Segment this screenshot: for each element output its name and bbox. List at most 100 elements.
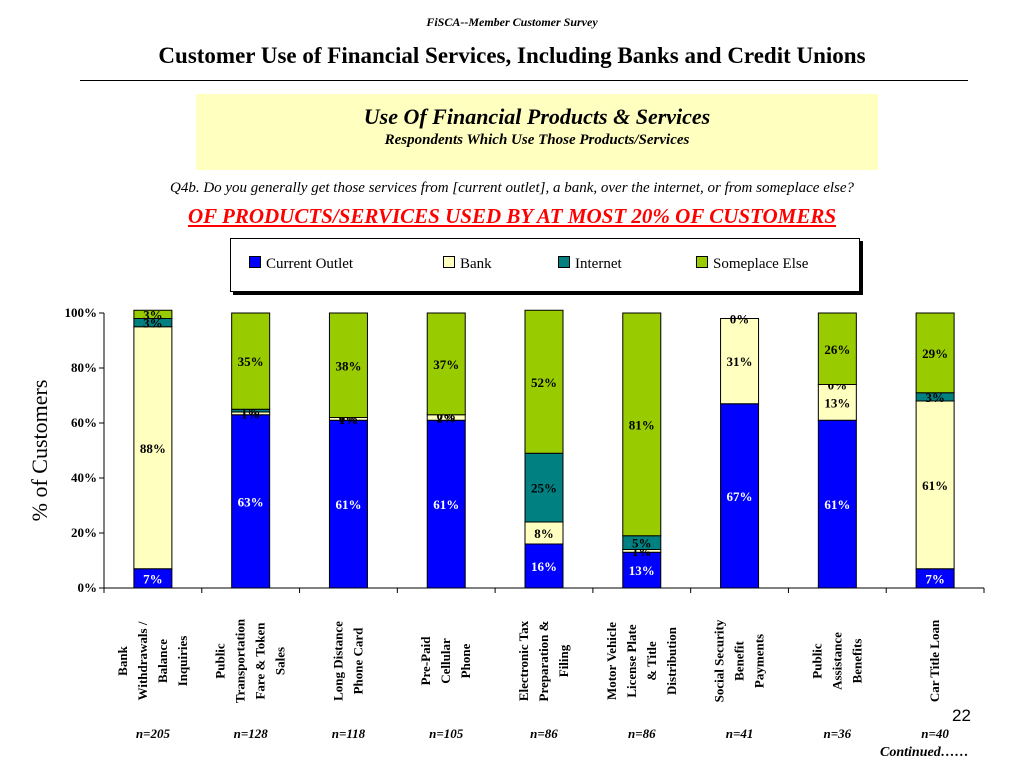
bar-segment-current-outlet	[328, 419, 368, 589]
category-label: License Plate	[624, 624, 639, 698]
data-label: 13%	[824, 395, 850, 410]
category-label: Preparation &	[536, 620, 551, 701]
survey-question: Q4b. Do you generally get those services…	[169, 180, 855, 196]
data-label: 8%	[534, 526, 554, 541]
data-label: 3%	[925, 390, 945, 405]
bar-segment-someplace-else	[915, 312, 955, 394]
y-tick-label: 100%	[65, 305, 98, 320]
legend-item-current-outlet: Current Outlet	[249, 256, 353, 273]
emphasis-heading: OF PRODUCTS/SERVICES USED BY AT MOST 20%…	[187, 204, 837, 228]
data-label: 29%	[922, 346, 948, 361]
bar-segment-current-outlet	[622, 551, 662, 589]
legend-label-someplace-else: Someplace Else	[713, 256, 809, 272]
banner-subtitle: Respondents Which Use Those Products/Ser…	[384, 132, 690, 148]
data-label: 7%	[143, 571, 163, 586]
bar-segment-someplace-else	[622, 312, 662, 537]
bar-segment-bank	[720, 318, 760, 405]
category-label: Public	[213, 643, 228, 679]
category-label: Motor Vehicle	[604, 622, 619, 700]
bar-segment-current-outlet	[817, 419, 857, 589]
bar-segment-bank	[133, 326, 173, 570]
legend-label-internet: Internet	[575, 256, 622, 272]
banner-title: Use Of Financial Products & Services	[363, 104, 711, 129]
sample-size-label: n=118	[332, 726, 366, 741]
stacked-bar-chart: 0%20%40%60%80%100%% of Customers7%88%3%3…	[27, 305, 985, 741]
category-label: Bank	[115, 645, 130, 675]
bar-segment-someplace-else	[524, 309, 564, 454]
sample-size-label: n=205	[136, 726, 171, 741]
bar-segment-someplace-else	[426, 312, 466, 416]
chart-banner: Use Of Financial Products & Services Res…	[196, 94, 878, 170]
category-label: Phone	[458, 643, 473, 678]
data-label: 67%	[727, 489, 753, 504]
category-label: Fare & Token	[253, 622, 268, 700]
bar-segment-current-outlet	[426, 419, 466, 589]
bar-segment-someplace-else	[231, 312, 271, 410]
data-label: 61%	[335, 497, 361, 512]
data-label: 61%	[433, 497, 459, 512]
data-label: 37%	[433, 357, 459, 372]
data-label: 3%	[143, 316, 163, 331]
data-label: 31%	[727, 354, 753, 369]
bar-segment-current-outlet	[720, 403, 760, 589]
data-label: 16%	[531, 559, 557, 574]
data-label: 81%	[629, 417, 655, 432]
data-label: 5%	[632, 536, 652, 551]
continued-note: Continued……	[880, 745, 969, 760]
bar-segment-someplace-else	[328, 312, 368, 418]
bar-segment-bank	[915, 400, 955, 570]
category-label: Payments	[752, 634, 767, 688]
data-label: 7%	[925, 571, 945, 586]
legend-swatch-current-outlet	[249, 256, 261, 268]
page-number: 22	[952, 706, 971, 725]
category-label: Benefits	[849, 639, 864, 684]
y-tick-label: 40%	[71, 470, 97, 485]
category-label: Withdrawals /	[135, 621, 150, 700]
sample-size-label: n=128	[234, 726, 269, 741]
bar-segment-someplace-else	[133, 309, 173, 319]
title-divider	[80, 80, 968, 81]
data-label: 88%	[140, 441, 166, 456]
bar-segment-someplace-else	[817, 312, 857, 385]
data-label: 25%	[531, 481, 557, 496]
category-label: Assistance	[829, 632, 844, 690]
data-label: 35%	[238, 354, 264, 369]
category-label: & Title	[644, 641, 659, 681]
category-label: Cellular	[438, 638, 453, 684]
category-label: Filing	[556, 644, 571, 677]
data-label: 0%	[730, 312, 750, 327]
data-label: 13%	[629, 563, 655, 578]
sample-size-label: n=86	[628, 726, 656, 741]
bar-segment-current-outlet	[231, 414, 271, 589]
data-label: 61%	[922, 478, 948, 493]
legend-swatch-internet	[558, 256, 570, 268]
category-label: Sales	[273, 647, 288, 675]
sample-size-label: n=36	[824, 726, 852, 741]
legend-swatch-bank	[443, 256, 455, 268]
category-label: Transportation	[233, 618, 248, 703]
category-label: Inquiries	[175, 636, 190, 687]
category-label: Public	[809, 643, 824, 679]
data-label: 63%	[238, 494, 264, 509]
bar-segment-bank	[817, 384, 857, 421]
data-label: 61%	[824, 497, 850, 512]
category-label: Phone Card	[350, 627, 365, 695]
category-label: Long Distance	[330, 621, 345, 701]
category-label: Pre-Paid	[418, 636, 433, 686]
category-label: Social Security	[712, 619, 727, 702]
y-tick-label: 60%	[71, 415, 97, 430]
y-tick-label: 80%	[71, 360, 97, 375]
category-label: Benefit	[732, 640, 747, 680]
y-tick-label: 20%	[71, 525, 97, 540]
data-label: 52%	[531, 375, 557, 390]
category-label: Car Title Loan	[927, 619, 942, 702]
legend-item-bank: Bank	[443, 256, 492, 273]
data-label: 38%	[335, 358, 361, 373]
data-label: 3%	[143, 307, 163, 322]
sample-size-label: n=86	[530, 726, 558, 741]
slide-title: Customer Use of Financial Services, Incl…	[158, 43, 866, 68]
legend-swatch-someplace-else	[696, 256, 708, 268]
survey-label: FiSCA--Member Customer Survey	[426, 15, 598, 29]
category-label: Electronic Tax	[516, 620, 531, 701]
sample-size-label: n=105	[429, 726, 464, 741]
